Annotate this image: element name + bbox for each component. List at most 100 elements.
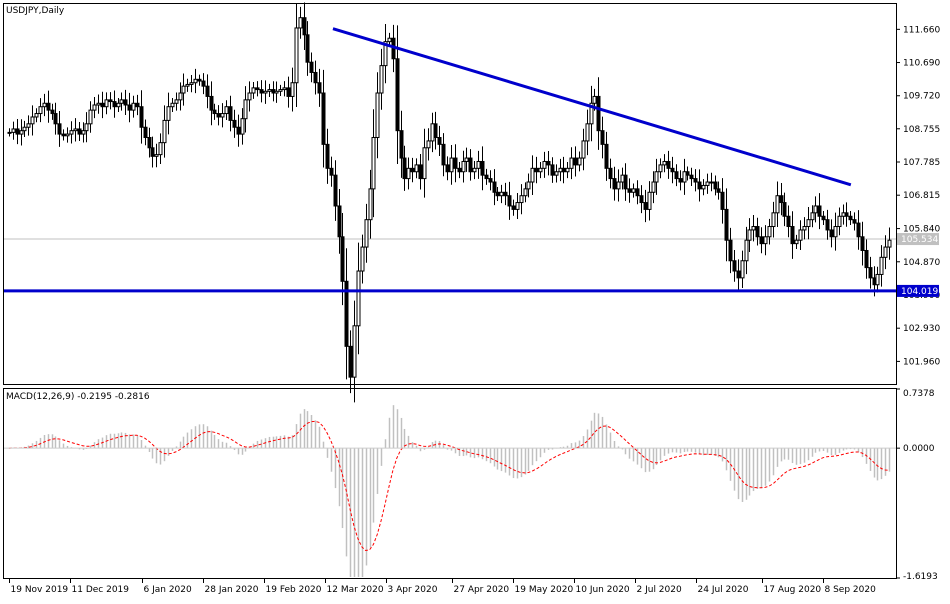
candle-body — [147, 137, 152, 149]
candle-body — [813, 205, 818, 214]
candle-body — [716, 188, 721, 193]
candle-body — [589, 102, 594, 125]
candle-body — [542, 160, 547, 169]
candle-body — [515, 202, 520, 210]
candle-body — [526, 181, 531, 190]
candle-body — [395, 58, 400, 132]
candle-body — [422, 147, 427, 180]
candle-body — [635, 188, 640, 197]
candle-body — [883, 246, 888, 258]
candle-body — [104, 99, 109, 108]
candle-body — [131, 102, 136, 111]
candle-body — [864, 249, 869, 269]
candle-body — [433, 123, 438, 139]
candle-body — [779, 195, 784, 204]
candle-body — [860, 236, 865, 251]
candle-body — [654, 171, 659, 183]
candlesticks — [7, 2, 892, 403]
time-tick-label: 2 Jul 2020 — [637, 585, 682, 595]
candle-body — [53, 113, 58, 125]
candle-body — [274, 90, 279, 94]
time-tick-label: 3 Apr 2020 — [388, 585, 438, 595]
time-tick-label: 8 Sep 2020 — [825, 585, 877, 595]
candle-body — [205, 85, 210, 97]
candle-body — [499, 191, 504, 197]
candle-body — [108, 99, 113, 103]
candle-body — [763, 236, 768, 245]
candle-body — [298, 17, 303, 29]
candle-body — [728, 239, 733, 262]
candle-body — [631, 188, 636, 193]
candle-body — [612, 178, 617, 190]
candle-body — [449, 157, 454, 173]
candle-body — [209, 95, 214, 111]
symbol-label: USDJPY,Daily — [6, 6, 65, 16]
candle-body — [585, 123, 590, 142]
candle-body — [771, 212, 776, 228]
candle-body — [856, 222, 861, 238]
candle-body — [174, 99, 179, 104]
candle-body — [837, 215, 842, 228]
candle-body — [538, 167, 543, 173]
descending-trendline[interactable] — [332, 27, 852, 187]
candle-body — [736, 270, 741, 279]
candle-body — [821, 215, 826, 221]
candle-body — [112, 101, 117, 108]
candle-body — [344, 280, 349, 347]
macd-tick-label: 0.0000 — [903, 444, 935, 454]
candle-body — [600, 130, 605, 145]
candle-body — [426, 140, 431, 149]
candle-body — [77, 128, 82, 135]
price-tick-label: 108.755 — [903, 125, 940, 135]
candle-body — [61, 133, 66, 137]
candle-body — [201, 80, 206, 87]
candle-body — [399, 130, 404, 159]
candle-body — [193, 78, 198, 84]
candle-body — [554, 171, 559, 176]
candle-body — [573, 157, 578, 166]
candle-body — [887, 239, 892, 248]
time-tick-label: 19 Nov 2019 — [11, 585, 69, 595]
candle-body — [309, 61, 314, 73]
candle-body — [267, 89, 272, 92]
candle-body — [658, 164, 663, 173]
candle-body — [755, 226, 760, 238]
current-price-tag — [897, 233, 939, 246]
candle-body — [360, 246, 365, 272]
candle-body — [662, 160, 667, 166]
candle-body — [495, 191, 500, 197]
candle-body — [747, 229, 752, 241]
candle-body — [848, 215, 853, 221]
price-tick-label: 107.785 — [903, 158, 940, 168]
price-tick-label: 101.960 — [903, 357, 940, 367]
candle-body — [96, 102, 101, 106]
candle-body — [751, 226, 756, 231]
candle-body — [364, 219, 369, 248]
candle-body — [833, 226, 838, 238]
candle-body — [166, 106, 171, 121]
candle-body — [286, 87, 291, 97]
candle-body — [119, 99, 124, 104]
candle-body — [697, 181, 702, 190]
candle-body — [150, 147, 155, 157]
candle-body — [523, 188, 528, 197]
support-price-tag — [897, 284, 939, 297]
candle-body — [333, 174, 338, 207]
price-tick-label: 111.660 — [903, 25, 940, 35]
candle-body — [371, 137, 376, 190]
candle-body — [243, 99, 248, 120]
time-tick-label: 19 May 2020 — [515, 585, 574, 595]
candle-body — [713, 181, 718, 190]
candle-body — [476, 160, 481, 169]
candle-body — [50, 109, 55, 115]
candle-body — [441, 143, 446, 166]
candle-body — [30, 116, 35, 125]
price-tick-label: 105.840 — [903, 225, 940, 235]
candle-body — [368, 188, 373, 221]
candle-body — [852, 219, 857, 224]
support-price-value: 104.019 — [901, 287, 938, 297]
candle-body — [875, 273, 880, 286]
candle-body — [313, 71, 318, 84]
candle-body — [100, 102, 105, 108]
candle-body — [468, 157, 473, 173]
